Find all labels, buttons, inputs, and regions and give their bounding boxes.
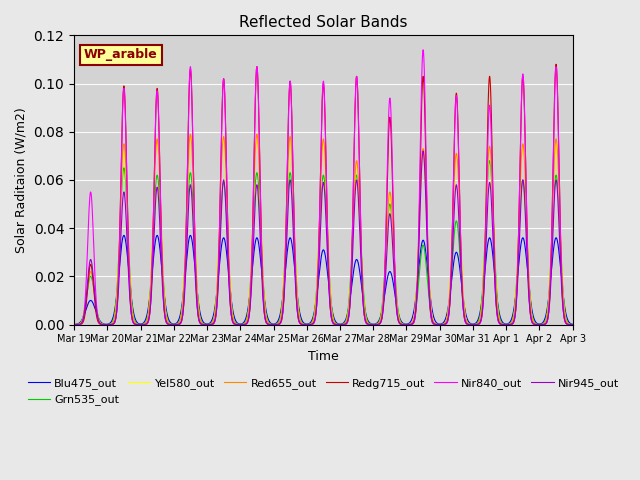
Line: Redg715_out: Redg715_out — [74, 64, 573, 324]
Nir840_out — [419, 47, 427, 53]
Redg715_out — [449, 216, 456, 222]
Nir840_out — [569, 322, 577, 327]
Blu475_out — [435, 321, 442, 327]
Nir945_out — [239, 322, 247, 327]
Yel580_out — [187, 134, 195, 140]
Blu475_out — [120, 232, 128, 238]
Red655_out — [240, 322, 248, 327]
Nir945_out — [548, 259, 556, 264]
Nir840_out — [435, 322, 442, 327]
Grn535_out — [449, 255, 456, 261]
Blu475_out — [70, 322, 78, 327]
Nir945_out — [435, 322, 442, 327]
Title: Reflected Solar Bands: Reflected Solar Bands — [239, 15, 408, 30]
Red655_out — [569, 322, 577, 327]
Yel580_out — [70, 322, 78, 327]
Nir840_out — [449, 215, 456, 220]
Line: Yel580_out: Yel580_out — [74, 137, 573, 324]
Line: Nir945_out: Nir945_out — [74, 151, 573, 324]
Yel580_out — [548, 231, 556, 237]
Blu475_out — [307, 320, 314, 326]
Grn535_out — [486, 158, 493, 164]
Blu475_out — [449, 268, 456, 274]
Nir945_out — [306, 322, 314, 327]
Redg715_out — [70, 322, 78, 327]
Y-axis label: Solar Raditaion (W/m2): Solar Raditaion (W/m2) — [15, 107, 28, 253]
Grn535_out — [542, 317, 550, 323]
Grn535_out — [548, 238, 556, 244]
Grn535_out — [569, 322, 577, 327]
Blu475_out — [240, 320, 248, 325]
Red655_out — [548, 228, 556, 234]
Redg715_out — [541, 321, 549, 327]
Legend: Blu475_out, Grn535_out, Yel580_out, Red655_out, Redg715_out, Nir840_out, Nir945_: Blu475_out, Grn535_out, Yel580_out, Red6… — [23, 373, 623, 410]
Yel580_out — [542, 319, 550, 324]
Grn535_out — [239, 321, 247, 327]
Text: WP_arable: WP_arable — [84, 48, 157, 61]
Redg715_out — [569, 322, 577, 327]
Line: Red655_out: Red655_out — [74, 134, 573, 324]
Line: Nir840_out: Nir840_out — [74, 50, 573, 324]
X-axis label: Time: Time — [308, 350, 339, 363]
Red655_out — [70, 322, 78, 327]
Red655_out — [187, 131, 195, 137]
Grn535_out — [435, 322, 442, 327]
Nir945_out — [419, 148, 427, 154]
Red655_out — [542, 319, 550, 324]
Nir840_out — [70, 322, 78, 327]
Red655_out — [307, 322, 314, 327]
Yel580_out — [435, 322, 442, 327]
Redg715_out — [548, 232, 556, 238]
Nir945_out — [449, 246, 456, 252]
Yel580_out — [307, 322, 314, 327]
Redg715_out — [239, 322, 247, 327]
Grn535_out — [70, 322, 78, 327]
Line: Grn535_out: Grn535_out — [74, 161, 573, 324]
Nir945_out — [569, 322, 577, 327]
Yel580_out — [569, 322, 577, 327]
Nir840_out — [306, 322, 314, 327]
Blu475_out — [542, 313, 550, 319]
Redg715_out — [552, 61, 560, 67]
Yel580_out — [240, 322, 248, 327]
Blu475_out — [569, 322, 577, 327]
Redg715_out — [306, 322, 314, 327]
Red655_out — [435, 322, 442, 327]
Yel580_out — [449, 219, 456, 225]
Nir945_out — [542, 321, 550, 326]
Nir840_out — [542, 321, 550, 327]
Red655_out — [449, 219, 456, 225]
Nir840_out — [239, 322, 247, 327]
Redg715_out — [435, 322, 442, 327]
Nir945_out — [70, 322, 78, 327]
Nir840_out — [548, 230, 556, 236]
Line: Blu475_out: Blu475_out — [74, 235, 573, 324]
Blu475_out — [548, 264, 556, 269]
Grn535_out — [306, 321, 314, 327]
